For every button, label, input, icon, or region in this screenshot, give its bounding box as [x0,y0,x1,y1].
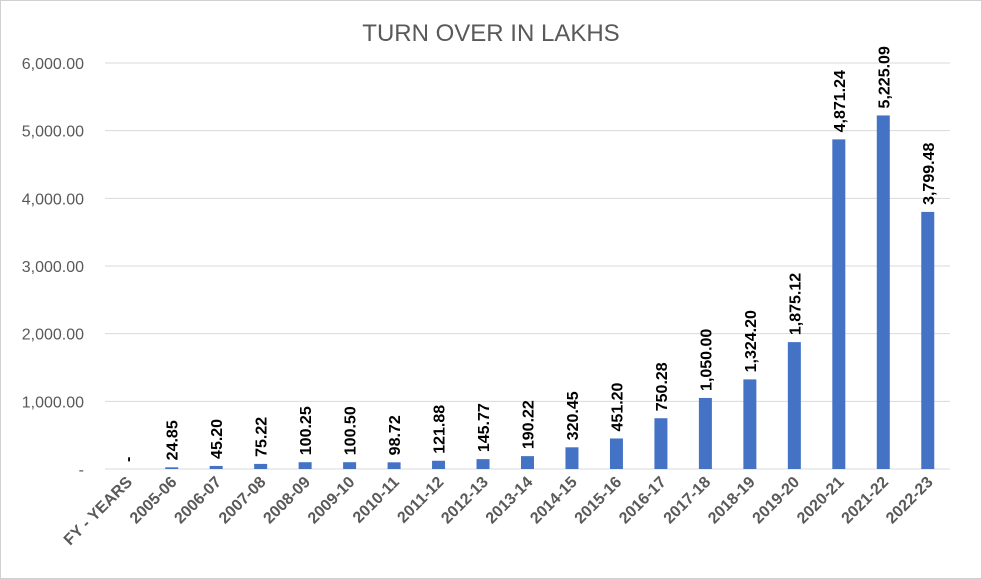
x-category-label: 2011-12 [394,474,447,527]
data-label: 3,799.48 [921,143,938,205]
bar [832,139,846,469]
x-category-label: FY - YEARS [61,474,136,549]
bar [654,418,668,469]
data-label: 45.20 [209,419,226,459]
bar [165,467,179,469]
y-tick-label: 1,000.00 [22,394,84,411]
bar [609,438,623,469]
x-category-label: 2013-14 [483,474,537,528]
x-category-label: 2009-10 [305,474,359,528]
bar [698,397,712,469]
data-label: - [120,457,137,462]
data-label: 75.22 [254,417,271,457]
x-category-label: 2021-22 [839,474,893,528]
data-label: 145.77 [476,403,493,452]
x-category-label: 2017-18 [661,474,715,528]
data-label: 5,225.09 [876,46,893,108]
bar [298,462,312,469]
x-category-label: 2012-13 [438,474,492,528]
data-label: 100.25 [298,406,315,455]
bar [343,462,357,469]
bar [876,115,890,469]
x-category-label: 2019-20 [750,474,804,528]
x-category-label: 2015-16 [572,474,626,528]
y-tick-label: 2,000.00 [22,327,84,344]
chart-title: TURN OVER IN LAKHS [362,20,620,47]
bar [209,465,223,469]
x-category-label: 2008-09 [260,474,314,528]
bar [387,462,401,469]
data-label: 1,050.00 [698,329,715,391]
data-label: 98.72 [387,415,404,455]
data-label: 320.45 [565,391,582,440]
x-category-label: 2007-08 [216,474,270,528]
y-tick-label: 3,000.00 [22,259,84,276]
data-label: 1,324.20 [743,310,760,372]
bar [254,463,268,469]
x-category-label: 2010-11 [350,474,403,527]
data-label: 750.28 [654,362,671,411]
bar [521,456,534,469]
data-label: 24.85 [165,420,182,460]
bar [743,379,757,469]
y-tick-label: 4,000.00 [22,191,84,208]
data-label: 451.20 [609,382,626,431]
bar [476,459,490,469]
x-category-label: 2020-21 [794,474,848,528]
data-label: 121.88 [432,405,449,454]
x-category-label: 2006-07 [171,474,225,528]
y-tick-label: - [79,462,84,479]
x-category-label: 2014-15 [527,474,581,528]
y-tick-label: 5,000.00 [22,124,84,141]
y-tick-label: 6,000.00 [22,56,84,73]
x-category-label: 2022-23 [883,474,937,528]
data-label: 1,875.12 [787,273,804,335]
data-label: 4,871.24 [832,70,849,132]
x-category-label: 2016-17 [616,474,670,528]
bar [921,211,935,469]
bar [432,460,446,469]
bar [565,447,579,469]
x-category-label: 2018-19 [705,474,759,528]
x-category-label: 2005-06 [127,474,181,528]
bar [787,342,801,469]
data-label: 190.22 [521,400,538,449]
data-label: 100.50 [343,406,360,455]
